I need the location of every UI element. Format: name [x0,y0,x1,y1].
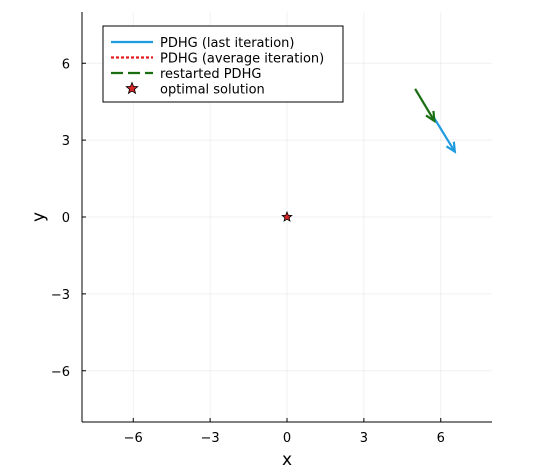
legend-swatch [125,81,139,95]
y-tick-label: −3 [51,288,70,303]
x-tick-label: −6 [124,431,143,446]
x-tick-label: 0 [283,431,291,446]
y-tick-label: 3 [62,134,70,149]
series-arrow-2 [425,110,436,124]
legend-label: PDHG (average iteration) [160,52,324,67]
legend-label: restarted PDHG [160,67,261,82]
x-axis-label: x [282,450,292,470]
series-arrow-0 [445,141,457,154]
y-tick-label: −6 [51,365,70,380]
y-tick-label: 6 [62,57,70,72]
series-layer [281,88,457,222]
series-line-2 [414,88,436,122]
x-tick-label: 6 [437,431,445,446]
legend-label: optimal solution [160,83,265,98]
axes: −6 −3 0 3 6 −6 −3 0 3 6 [51,12,492,446]
y-axis-label: y [29,212,49,222]
y-tick-label: 0 [62,211,70,226]
legend-label: PDHG (last iteration) [160,36,294,51]
optimal-solution-point [281,210,293,222]
legend-box [102,25,344,103]
legend: PDHG (last iteration)PDHG (average itera… [102,25,344,103]
series-line-0 [433,117,456,153]
x-tick-label: −3 [201,431,220,446]
x-tick-label: 3 [360,431,368,446]
